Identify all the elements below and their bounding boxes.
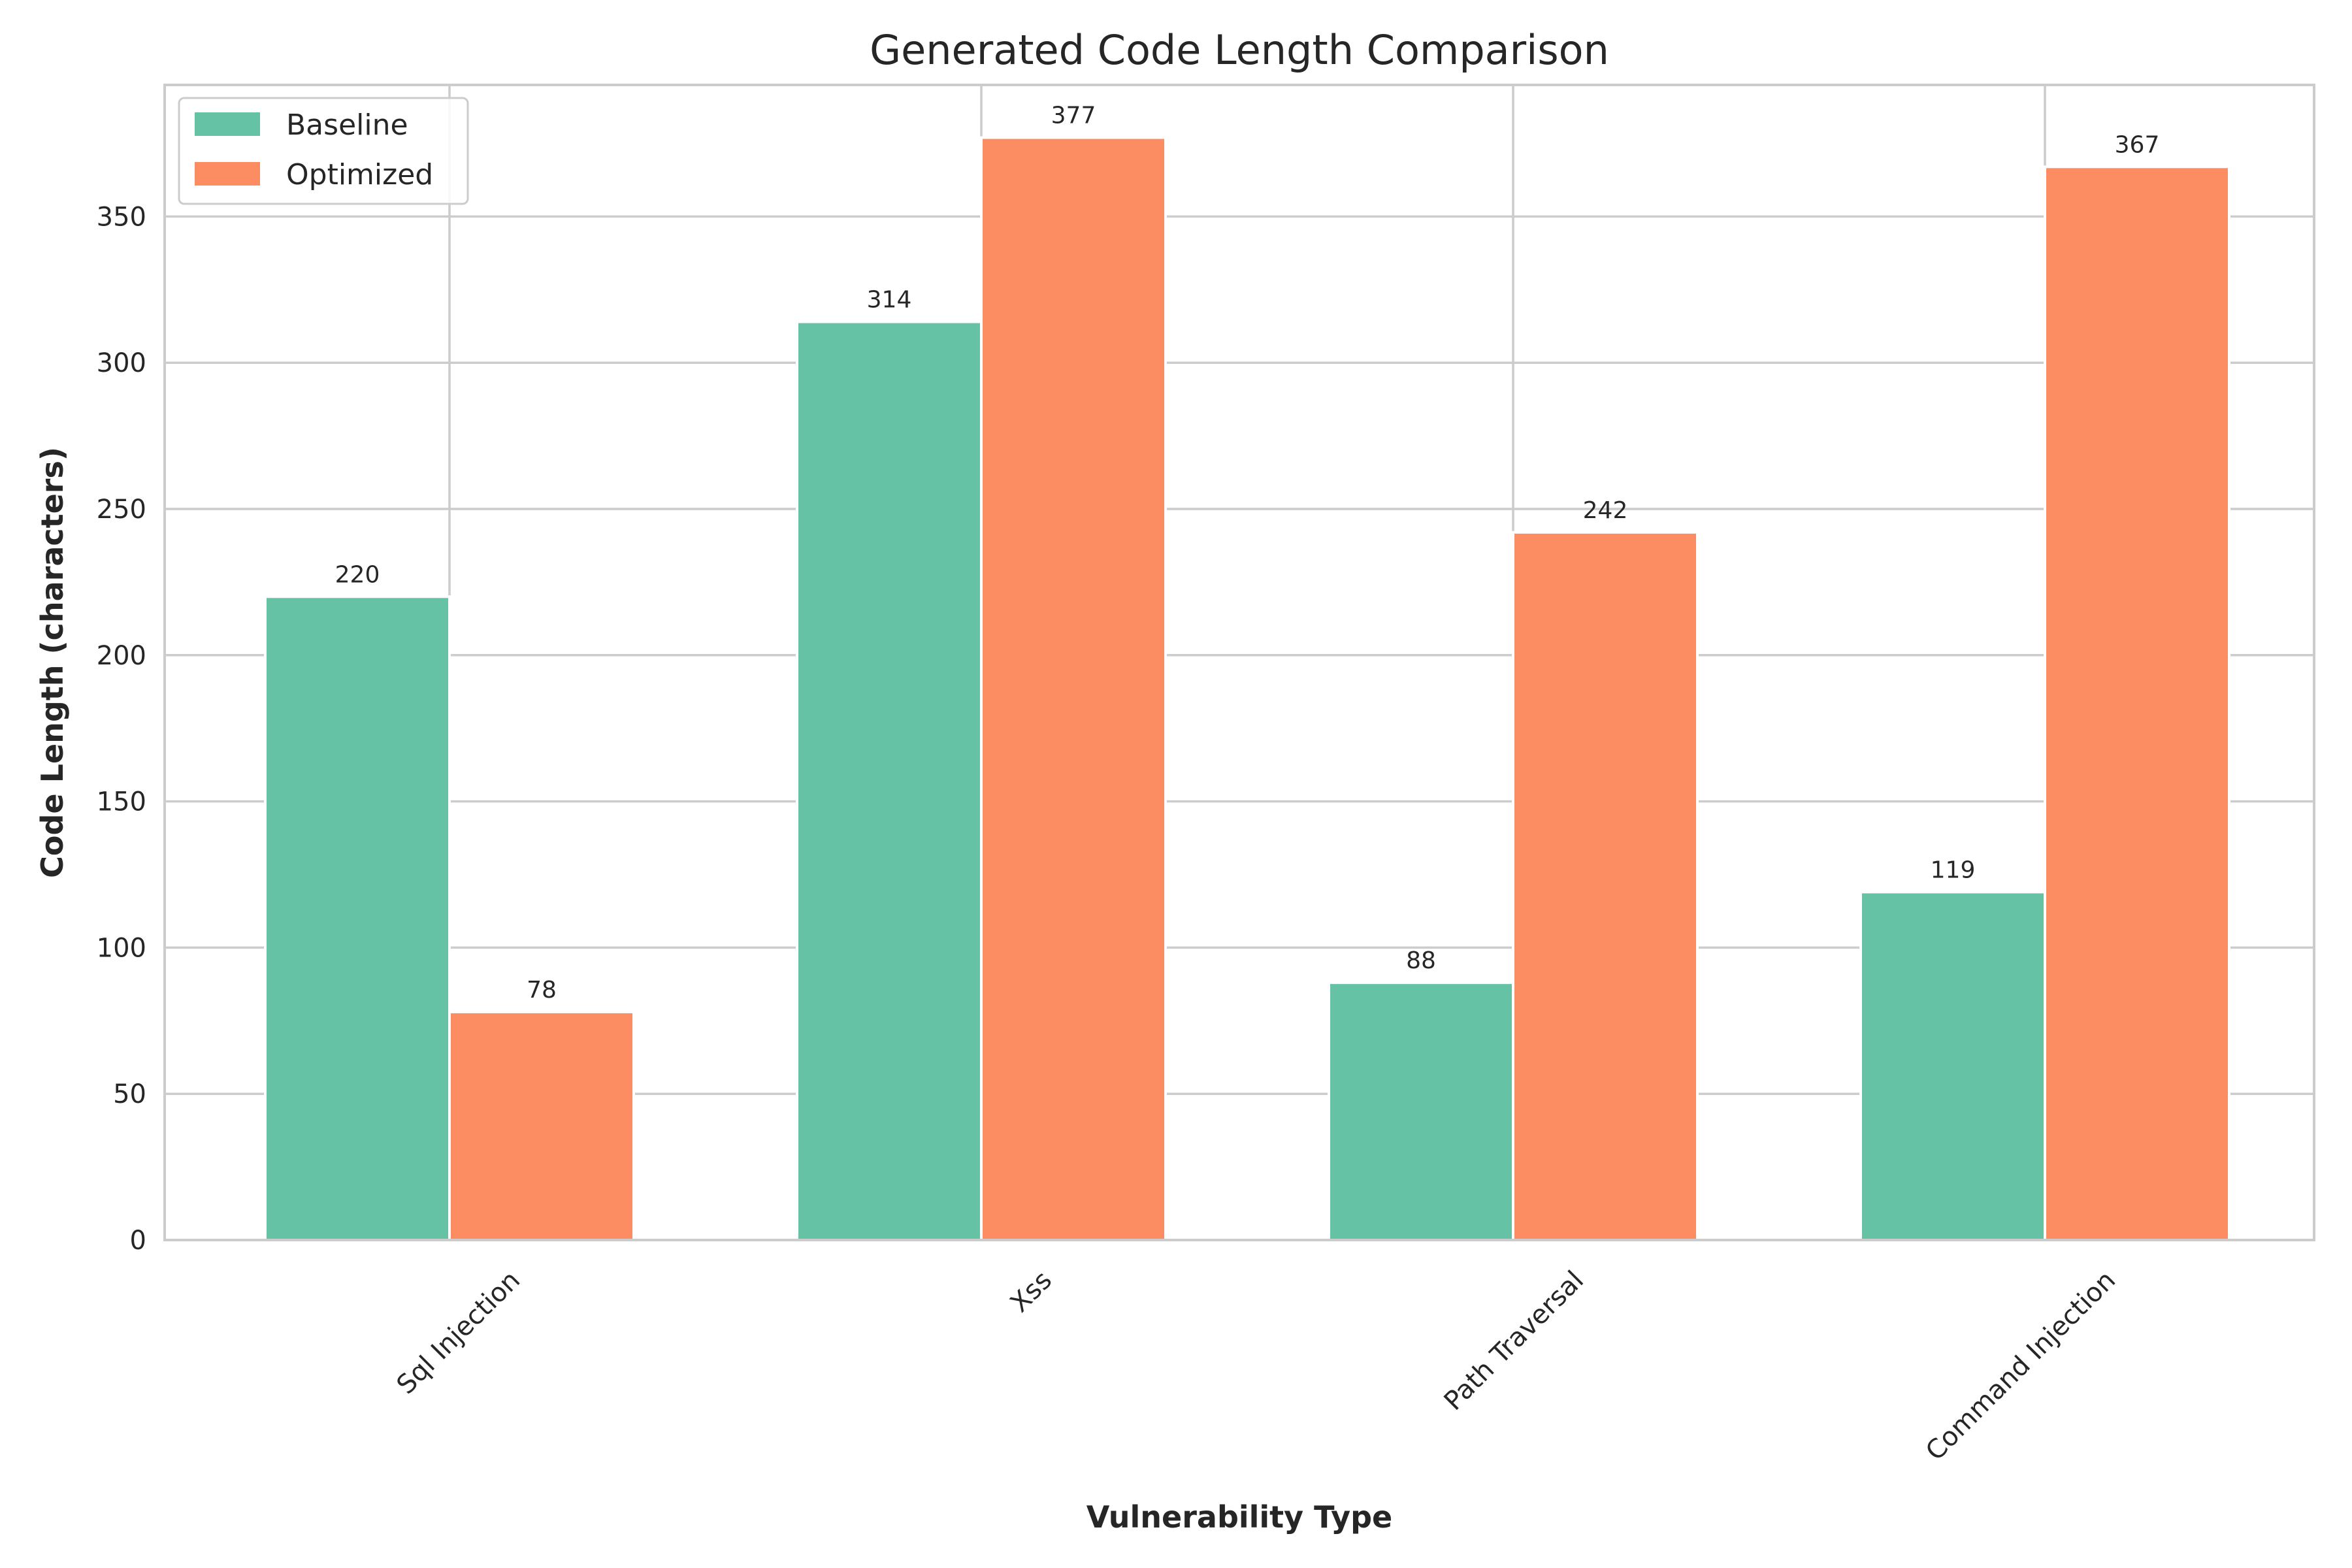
- bar-label-baseline-sql-injection: 220: [335, 561, 380, 588]
- bar-baseline-sql-injection: [264, 595, 451, 1241]
- bar-label-optimized-command-injection: 367: [2115, 131, 2160, 158]
- y-tick-label: 0: [130, 1226, 146, 1256]
- x-axis-label: Vulnerability Type: [1086, 1499, 1392, 1535]
- bar-label-baseline-xss: 314: [867, 287, 912, 314]
- legend-label-baseline: Baseline: [286, 108, 408, 142]
- bar-baseline-xss: [796, 320, 983, 1242]
- x-tick-label-command-injection: Command Injection: [1920, 1266, 2121, 1467]
- y-tick-label: 100: [97, 933, 146, 963]
- bar-baseline-path-traversal: [1328, 981, 1514, 1241]
- bar-label-baseline-command-injection: 119: [1931, 857, 1976, 883]
- y-tick-label: 200: [97, 641, 146, 671]
- plot-frame: [163, 84, 2315, 1241]
- y-tick-label: 300: [97, 348, 146, 378]
- bar-optimized-command-injection: [2044, 165, 2230, 1242]
- legend-label-optimized: Optimized: [286, 158, 433, 191]
- legend: Baseline Optimized: [178, 97, 469, 205]
- x-tick-label-path-traversal: Path Traversal: [1439, 1266, 1590, 1416]
- bar-label-optimized-path-traversal: 242: [1583, 497, 1628, 524]
- y-axis-label: Code Length (characters): [35, 447, 70, 878]
- x-tick-label-sql-injection: Sql Injection: [391, 1266, 527, 1401]
- bar-label-optimized-xss: 377: [1051, 103, 1096, 129]
- bars: [264, 136, 2230, 1242]
- bar-value-labels: 220 314 88 119 78 377 242 367: [335, 103, 2160, 1004]
- y-tick-label: 250: [97, 495, 146, 525]
- bar-optimized-sql-injection: [448, 1010, 635, 1242]
- bar-label-baseline-path-traversal: 88: [1406, 947, 1436, 974]
- legend-swatch-optimized: [195, 162, 260, 186]
- bar-label-optimized-sql-injection: 78: [527, 977, 557, 1004]
- y-tick-label: 350: [97, 202, 146, 232]
- bar-optimized-path-traversal: [1512, 531, 1699, 1241]
- y-tick-label: 50: [113, 1079, 146, 1109]
- legend-swatch-baseline: [195, 112, 260, 136]
- bar-optimized-xss: [980, 136, 1167, 1241]
- x-tick-label-xss: Xss: [1005, 1266, 1058, 1318]
- chart-title: Generated Code Length Comparison: [870, 26, 1609, 74]
- x-tick-labels: Sql Injection Xss Path Traversal Command In…: [391, 1266, 2122, 1467]
- y-tick-labels: 0 50 100 150 200 250 300 350: [97, 202, 146, 1256]
- y-tick-label: 150: [97, 787, 146, 817]
- bar-baseline-command-injection: [1859, 890, 2046, 1242]
